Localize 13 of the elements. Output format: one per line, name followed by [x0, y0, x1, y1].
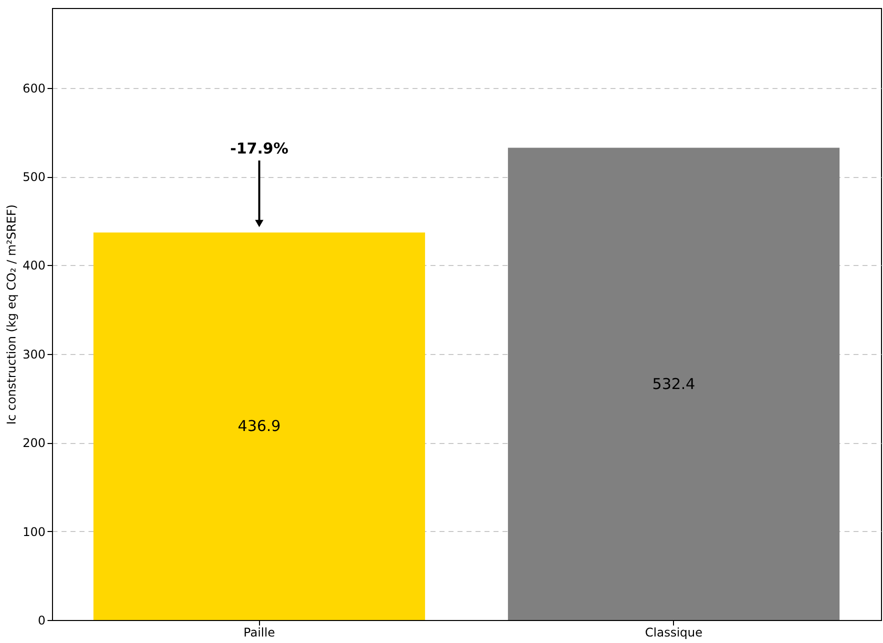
x-tick-label: Paille — [244, 626, 275, 640]
y-tick-label: 600 — [22, 81, 46, 96]
y-axis-title: Ic construction (kg eq CO₂ / m²SREF) — [4, 204, 19, 425]
data-label: 436.9 — [238, 417, 281, 436]
annotation: -17.9% — [230, 139, 288, 158]
y-tick-label: 500 — [22, 170, 46, 184]
y-tick-label: 200 — [22, 436, 46, 450]
y-tick-label: 100 — [22, 524, 46, 539]
y-tick-label: 300 — [22, 347, 46, 362]
y-tick-label: 400 — [22, 258, 46, 273]
data-label: 532.4 — [652, 374, 696, 393]
x-tick-label: Classique — [644, 626, 703, 640]
y-tick-label: 0 — [38, 614, 46, 628]
